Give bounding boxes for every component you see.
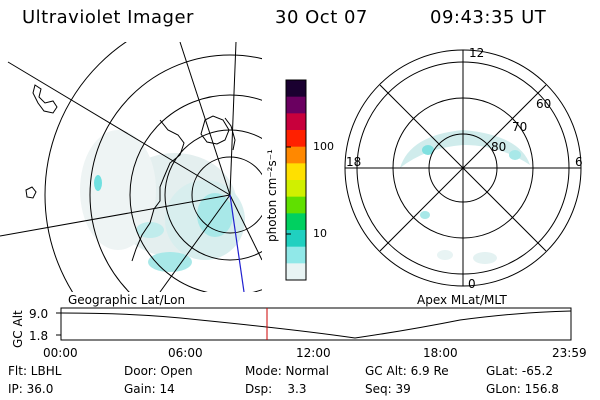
color-bar: photon cm⁻²s⁻¹: [265, 79, 307, 281]
time-label: 09:43:35 UT: [430, 7, 547, 28]
geographic-map: [0, 42, 262, 292]
color-bar-cell: [286, 96, 306, 114]
instrument-title: Ultraviolet Imager: [22, 7, 194, 28]
status-glon: GLon: 156.8: [486, 382, 559, 396]
status-flt: Flt: LBHL: [8, 364, 62, 378]
color-bar-unit-label: photon cm⁻²s⁻¹: [265, 149, 279, 242]
altitude-plot-frame: [60, 307, 572, 341]
status-dsp: Dsp: 3.3: [245, 382, 307, 396]
time-tick-2359: 23:59: [552, 346, 587, 360]
color-bar-cell: [286, 263, 306, 281]
status-gc-alt: GC Alt: 6.9 Re: [365, 364, 449, 378]
altitude-curve: [60, 310, 572, 339]
altitude-axis-label: GC Alt: [11, 310, 25, 348]
status-seq: Seq: 39: [365, 382, 411, 396]
altitude-tick-label-1.8: 1.8: [29, 329, 49, 343]
color-bar-cell: [286, 180, 306, 198]
polar-grid: [344, 49, 582, 287]
mlat-label-80: 80: [491, 140, 507, 154]
color-bar-cell: [286, 230, 306, 248]
coastlines: [25, 84, 236, 262]
status-gain: Gain: 14: [124, 382, 175, 396]
mlat-label-60: 60: [536, 97, 552, 111]
color-bar-tick-label-10: 10: [313, 227, 327, 240]
color-bar-cell: [286, 80, 306, 98]
time-tick-1200: 12:00: [296, 346, 331, 360]
mlt-label-0: 0: [468, 277, 476, 291]
mlt-label-12: 12: [469, 46, 485, 60]
status-ip: IP: 36.0: [8, 382, 54, 396]
color-bar-cell: [286, 146, 306, 164]
mlat-label-70: 70: [512, 120, 528, 134]
color-bar-cell: [286, 246, 306, 264]
apex-panel-label: Apex MLat/MLT: [417, 293, 507, 307]
time-tick-1800: 18:00: [423, 346, 458, 360]
spacecraft-track: [229, 194, 245, 292]
color-bar-frame: [285, 79, 307, 281]
geographic-panel-label: Geographic Lat/Lon: [68, 293, 186, 307]
color-bar-cell: [286, 163, 306, 181]
mlt-label-18: 18: [346, 155, 362, 169]
color-bar-tick-label-100: 100: [313, 140, 334, 153]
time-tick-0600: 06:00: [168, 346, 203, 360]
status-door: Door: Open: [124, 364, 193, 378]
geographic-aurora-emission: [80, 130, 245, 272]
polar-aurora-emission: [400, 130, 530, 264]
color-bar-cell: [286, 130, 306, 148]
altitude-tick-label-9: 9.0: [29, 307, 49, 321]
color-bar-cell: [286, 213, 306, 231]
color-bar-cell: [286, 196, 306, 214]
mlt-label-6: 6: [575, 155, 583, 169]
date-label: 30 Oct 07: [275, 7, 368, 28]
status-glat: GLat: -65.2: [486, 364, 553, 378]
status-mode: Mode: Normal: [245, 364, 329, 378]
time-tick-0000: 00:00: [43, 346, 78, 360]
lat-lon-grid: [0, 42, 262, 292]
polar-mlt-plot: [344, 49, 582, 287]
color-bar-cell: [286, 113, 306, 131]
altitude-plot: GC Alt: [11, 307, 572, 348]
